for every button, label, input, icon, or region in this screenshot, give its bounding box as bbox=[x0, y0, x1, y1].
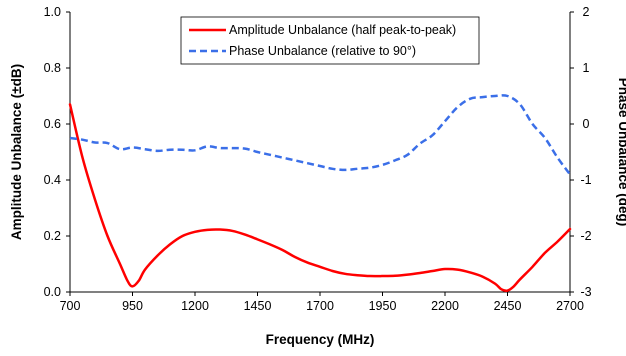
x-tick-label: 700 bbox=[60, 299, 81, 313]
x-tick-label: 1450 bbox=[244, 299, 272, 313]
y-tick-label: 0.0 bbox=[44, 285, 61, 299]
y2-tick-label: 0 bbox=[583, 117, 590, 131]
x-tick-label: 2700 bbox=[556, 299, 584, 313]
x-tick-label: 1700 bbox=[306, 299, 334, 313]
legend-label-phase: Phase Unbalance (relative to 90°) bbox=[229, 44, 416, 58]
x-tick-label: 1200 bbox=[181, 299, 209, 313]
y2-tick-label: -2 bbox=[580, 229, 591, 243]
y-tick-label: 0.8 bbox=[44, 61, 61, 75]
x-tick-label: 1950 bbox=[369, 299, 397, 313]
x-tick-label: 950 bbox=[122, 299, 143, 313]
legend-box bbox=[180, 16, 480, 65]
y2-tick-label: 2 bbox=[583, 5, 590, 19]
legend: Amplitude Unbalance (half peak-to-peak) … bbox=[180, 16, 480, 65]
y-axis-title: Amplitude Unbalance (±dB) bbox=[9, 64, 24, 240]
series-line-amplitude bbox=[68, 103, 572, 292]
y2-tick-label: -3 bbox=[580, 285, 591, 299]
y2-tick-label: 1 bbox=[583, 61, 590, 75]
x-tick-label: 2450 bbox=[494, 299, 522, 313]
series-line-phase bbox=[69, 94, 572, 176]
y2-tick-label: -1 bbox=[580, 173, 591, 187]
y-tick-label: 0.6 bbox=[44, 117, 61, 131]
legend-label-amplitude: Amplitude Unbalance (half peak-to-peak) bbox=[229, 23, 456, 37]
y-tick-label: 0.2 bbox=[44, 229, 61, 243]
y-tick-label: 1.0 bbox=[44, 5, 61, 19]
x-axis-title: Frequency (MHz) bbox=[266, 332, 375, 347]
axes bbox=[66, 11, 574, 296]
y2-axis-title: Phase Unbalance (deg) bbox=[616, 78, 626, 227]
tick-labels: 700 950 1200 1450 1700 1950 2200 2450 2700 0.0 0.2… bbox=[44, 5, 592, 313]
series-layer bbox=[68, 94, 572, 292]
y-tick-label: 0.4 bbox=[44, 173, 61, 187]
x-tick-label: 2200 bbox=[431, 299, 459, 313]
